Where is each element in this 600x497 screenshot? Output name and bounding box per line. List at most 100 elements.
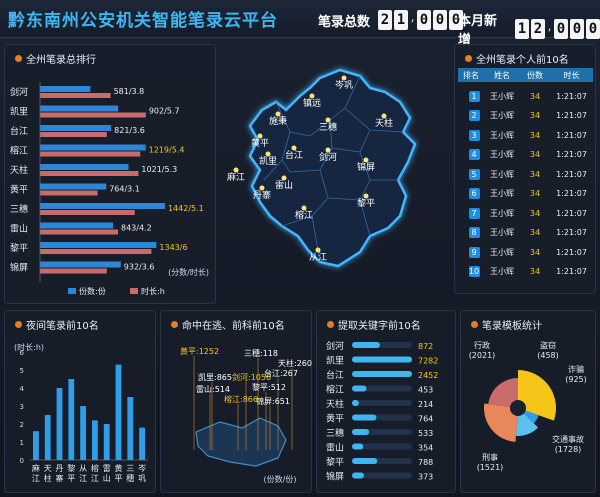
person-count: 34 xyxy=(529,189,541,198)
night-bar xyxy=(56,388,63,460)
keyword-bar xyxy=(352,458,378,464)
person-name: 王小辉 xyxy=(490,111,514,120)
keyword-category-label: 黄平 xyxy=(326,413,344,425)
legend-count-label: 份数:份 xyxy=(79,286,106,296)
title-dot-icon xyxy=(471,321,478,328)
hit-region-label: 黎平:512 xyxy=(252,382,286,392)
rank-time-bar xyxy=(40,268,107,274)
hit-panel-title: 命中在逃、前科前10名 xyxy=(171,317,285,332)
rank-badge: 4 xyxy=(468,149,480,160)
rank-time-bar xyxy=(40,249,152,254)
ranking-chart: 剑河 581/3.8 凯里 902/5.7 台江 821/3.6 榕江 1219/5.4 天柱 1… xyxy=(10,82,209,296)
map-region-label: 榕江 xyxy=(295,209,313,221)
rank-time-bar xyxy=(40,190,98,196)
night-ytick: 5 xyxy=(20,367,24,375)
keyword-category-label: 雷山 xyxy=(326,443,344,454)
map-region-label: 岑巩 xyxy=(335,79,353,91)
keyword-category-label: 榕江 xyxy=(326,384,344,396)
night-bar xyxy=(139,427,145,460)
person-time: 1:21:07 xyxy=(556,208,587,218)
keyword-bar xyxy=(352,385,367,392)
night-xtick-char2: 巩 xyxy=(138,474,146,483)
legend-time-swatch xyxy=(130,288,138,294)
rank-time-bar xyxy=(40,151,141,157)
night-xtick-char1: 黄 xyxy=(115,463,123,473)
map-city-marker xyxy=(259,185,265,191)
keyword-value: 764 xyxy=(418,415,433,424)
rank-data-label: 1021/5.3 xyxy=(141,165,177,174)
total-digit: , xyxy=(410,10,415,24)
map-city-marker xyxy=(315,247,321,253)
pie-hole xyxy=(510,400,526,416)
night-xtick-char1: 天 xyxy=(44,464,52,473)
hit-unit-label: (份数/份) xyxy=(264,474,297,484)
rank-badge: 9 xyxy=(468,246,480,258)
person-time: 1:21:07 xyxy=(556,247,587,257)
night-title-text: 夜间笔录前10名 xyxy=(26,321,99,332)
rank-count-bar xyxy=(40,125,112,131)
top10-panel-title: 全州笔录个人前10名 xyxy=(465,51,569,66)
month-digit: 1 xyxy=(515,19,529,39)
pie-slice xyxy=(518,370,556,421)
rank-data-label: 932/3.6 xyxy=(124,263,155,272)
rank-data-label: 1343/6 xyxy=(159,243,187,252)
rank-category-label: 剑河 xyxy=(10,86,28,98)
night-ytick: 4 xyxy=(20,385,25,393)
hit-region-label: 锦屏:651 xyxy=(256,396,290,406)
night-xtick-char2: 平 xyxy=(115,474,123,483)
night-xtick-char1: 麻 xyxy=(32,463,40,473)
rank-count-bar xyxy=(40,242,157,248)
top10-row: 8 王小辉 34 1:21:07 xyxy=(458,225,593,241)
map-region-label: 锦屏 xyxy=(357,161,375,173)
rank-badge: 8 xyxy=(468,227,480,238)
hit-region-label: 三穗:118 xyxy=(244,348,278,358)
map-region-label: 黄平 xyxy=(251,137,269,149)
night-xtick-char2: 江 xyxy=(79,474,87,483)
keyword-value: 788 xyxy=(418,458,433,467)
night-xtick-char1: 岑 xyxy=(138,463,146,473)
top10-row: 5 王小辉 34 1:21:07 xyxy=(458,166,593,182)
rank-badge: 1 xyxy=(468,90,480,102)
hit-region-label: 剑河:1056 xyxy=(232,372,271,382)
person-name: 王小辉 xyxy=(490,91,514,101)
top10-row: 9 王小辉 34 1:21:07 xyxy=(458,244,593,260)
pie-value: (925) xyxy=(565,375,587,384)
person-time: 1:21:07 xyxy=(556,267,587,276)
keyword-bar xyxy=(352,443,364,450)
title-dot-icon xyxy=(15,321,22,328)
top10-row: 10 王小辉 34 1:21:07 xyxy=(458,264,593,280)
keyword-value: 533 xyxy=(418,429,433,438)
night-xtick-char2: 穗 xyxy=(126,473,134,483)
template-pie-chart: 行政(2021) 盗窃(458) 诈骗(925) 交通事故(1728) 刑事(1521) xyxy=(469,340,587,472)
night-xtick-char2: 山 xyxy=(103,473,111,483)
keyword-bar xyxy=(352,356,412,363)
top10-row: 7 王小辉 34 1:21:07 xyxy=(458,205,593,221)
legend-count-swatch xyxy=(68,288,76,294)
rank-category-label: 榕江 xyxy=(10,145,28,157)
map-city-marker xyxy=(257,133,263,139)
pie-slice xyxy=(484,403,518,442)
total-digit: 1 xyxy=(394,10,409,30)
map-region-label: 施秉 xyxy=(269,115,287,127)
person-time: 1:21:07 xyxy=(556,91,587,101)
rank-count-bar xyxy=(40,261,121,268)
night-xtick-char2: 江 xyxy=(32,474,40,483)
map-city-marker xyxy=(325,117,331,123)
top10-row: 6 王小辉 34 1:21:07 xyxy=(458,186,593,202)
rank-count-bar xyxy=(40,164,129,170)
night-bar xyxy=(103,424,110,460)
month-digit: 0 xyxy=(570,19,584,39)
rank-data-label: 843/4.2 xyxy=(121,224,152,233)
rank-count-bar xyxy=(40,144,146,151)
map-city-marker xyxy=(381,113,387,119)
pie-value: (1521) xyxy=(477,463,504,472)
pie-label: 行政 xyxy=(474,340,490,350)
total-digit: 0 xyxy=(449,10,464,30)
keyword-category-label: 剑河 xyxy=(326,340,344,352)
keyword-value: 354 xyxy=(418,444,433,453)
map-region-label: 镇远 xyxy=(303,97,321,109)
keyword-category-label: 锦屏 xyxy=(326,471,344,483)
rank-time-bar xyxy=(40,171,139,176)
